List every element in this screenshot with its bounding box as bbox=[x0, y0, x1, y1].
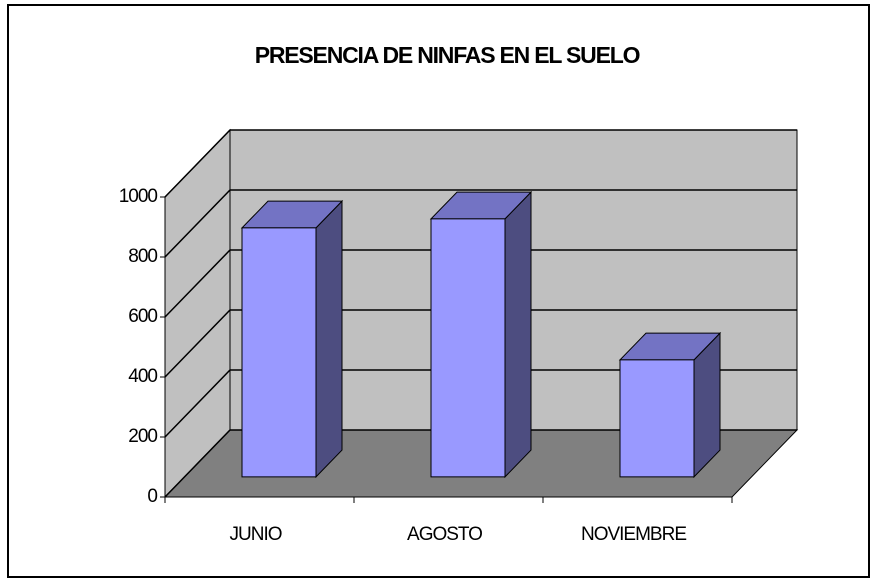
x-tick-label: AGOSTO bbox=[407, 524, 482, 545]
y-tick-label: 1000 bbox=[119, 186, 158, 207]
y-tick-label: 0 bbox=[147, 486, 157, 507]
x-tick-label: JUNIO bbox=[230, 524, 282, 545]
grid-line bbox=[164, 309, 797, 378]
grid-line bbox=[164, 249, 797, 318]
bar bbox=[619, 359, 695, 478]
y-tick-label: 400 bbox=[128, 366, 157, 387]
chart-title: PRESENCIA DE NINFAS EN EL SUELO bbox=[255, 42, 640, 68]
grid-line bbox=[164, 189, 797, 258]
bar-side bbox=[315, 199, 343, 479]
grid-line bbox=[164, 129, 797, 198]
bar bbox=[241, 227, 317, 478]
y-tick-label: 200 bbox=[128, 426, 157, 447]
bar-side bbox=[504, 190, 532, 479]
grid-line bbox=[164, 429, 797, 498]
y-tick-label: 600 bbox=[128, 306, 157, 327]
y-tick-label: 800 bbox=[128, 246, 157, 267]
bar bbox=[430, 218, 506, 478]
grid-line bbox=[164, 369, 797, 438]
x-tick-label: NOVIEMBRE bbox=[581, 524, 686, 545]
